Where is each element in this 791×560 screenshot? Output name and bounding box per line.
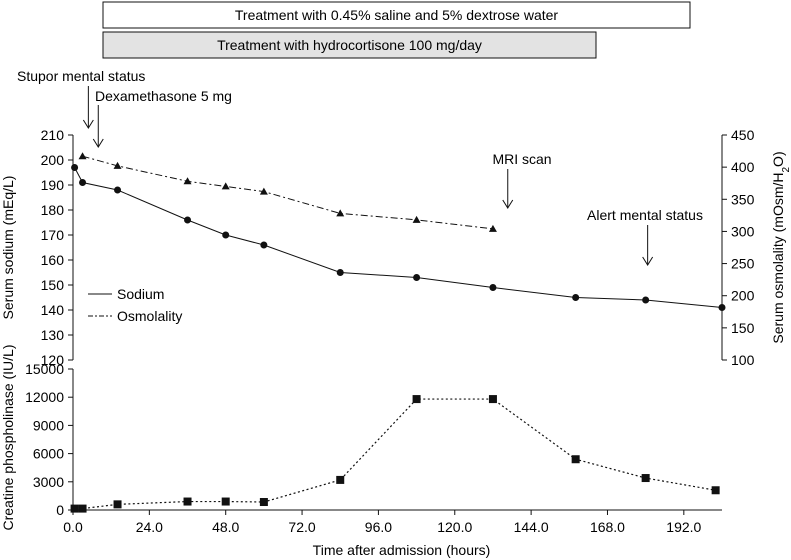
- annotation-stupor: Stupor mental status: [17, 68, 145, 84]
- creatine-phospholinase-chart: 0 3000 6000 9000 12000 15000 0.0 24.0 48.0 72.0 96…: [0, 345, 722, 558]
- ck-point: [571, 455, 580, 464]
- sodium-point: [222, 231, 230, 239]
- osmolality-point: [113, 161, 122, 169]
- bottom-y-tick-label: 6000: [33, 446, 64, 462]
- x-tick-label: 144.0: [514, 519, 549, 535]
- bottom-y-tick-label: 9000: [33, 417, 64, 433]
- sodium-point: [718, 304, 726, 311]
- x-tick-label: 24.0: [136, 519, 163, 535]
- x-tick-label: 0.0: [63, 519, 83, 535]
- treatment-label: Treatment with 0.45% saline and 5% dextr…: [235, 7, 559, 23]
- x-tick-label: 48.0: [212, 519, 239, 535]
- right-tick-label: 350: [731, 191, 755, 207]
- ck-point: [641, 474, 650, 483]
- bottom-y-axis-label: Creatine phospholinase (IU/L): [0, 345, 16, 531]
- right-tick-label: 200: [731, 288, 755, 304]
- osmolality-point: [336, 209, 345, 217]
- event-annotations: Stupor mental status Dexamethasone 5 mg MR…: [17, 68, 703, 266]
- x-tick-label: 120.0: [437, 519, 472, 535]
- sodium-point: [71, 164, 79, 171]
- ck-point: [412, 395, 421, 404]
- annotation-dexamethasone: Dexamethasone 5 mg: [95, 88, 232, 104]
- sodium-point: [260, 241, 268, 249]
- ck-point: [113, 500, 122, 509]
- treatment-label: Treatment with hydrocortisone 100 mg/day: [217, 37, 482, 53]
- top-y2-axis-label: Serum osmolality (mOsm/H2O): [770, 151, 791, 343]
- arrow-mri-head: [502, 199, 514, 209]
- left-tick-label: 180: [41, 202, 65, 218]
- ck-point: [488, 395, 497, 404]
- sodium-point: [184, 216, 192, 224]
- sodium-point: [572, 294, 580, 301]
- right-tick-label: 450: [731, 127, 755, 143]
- sodium-point: [79, 179, 87, 186]
- x-tick-label: 72.0: [288, 519, 315, 535]
- left-tick-label: 210: [41, 127, 65, 143]
- annotation-mri: MRI scan: [492, 151, 551, 167]
- x-tick-label: 192.0: [666, 519, 701, 535]
- sodium-osmolality-chart: 120 130 140 150 160 170 180 190 200 210 100 150 200 2…: [0, 127, 791, 368]
- bottom-y-tick-label: 3000: [33, 474, 64, 490]
- ck-line: [74, 398, 716, 510]
- y2-label-part: Serum osmolality (mOsm/H: [770, 172, 786, 343]
- ck-point: [221, 497, 230, 506]
- left-tick-label: 190: [41, 177, 65, 193]
- right-tick-label: 250: [731, 256, 755, 272]
- bottom-y-tick-label: 0: [56, 502, 64, 518]
- left-tick-label: 200: [41, 152, 65, 168]
- osmolality-point: [221, 182, 230, 190]
- sodium-point: [413, 274, 421, 281]
- y2-label-part: O): [770, 151, 786, 167]
- right-tick-label: 100: [731, 352, 755, 368]
- bottom-y-tick-label: 15000: [25, 361, 64, 377]
- x-tick-label: 96.0: [365, 519, 392, 535]
- sodium-point: [336, 269, 344, 276]
- treatment-bar: [102, 31, 597, 59]
- ck-point: [711, 486, 720, 495]
- sodium-point: [489, 284, 497, 291]
- ck-point: [183, 497, 192, 506]
- osmolality-point: [259, 187, 268, 195]
- right-tick-label: 300: [731, 223, 755, 239]
- left-tick-label: 130: [41, 327, 65, 343]
- ck-point: [70, 504, 79, 513]
- treatment-bars: Treatment with 0.45% saline and 5% dextr…: [102, 1, 691, 59]
- osmolality-point: [488, 224, 497, 232]
- right-tick-label: 150: [731, 320, 755, 336]
- legend-entry: Osmolality: [117, 308, 182, 324]
- legend: Sodium Osmolality: [88, 286, 182, 324]
- sodium-point: [642, 296, 650, 304]
- ck-point: [336, 475, 345, 484]
- treatment-bar: [102, 1, 691, 29]
- osmolality-point: [78, 152, 87, 160]
- annotation-alert: Alert mental status: [587, 207, 703, 223]
- ck-point: [259, 498, 268, 507]
- left-tick-label: 150: [41, 277, 65, 293]
- x-axis-label: Time after admission (hours): [313, 542, 491, 558]
- left-tick-label: 140: [41, 302, 65, 318]
- left-tick-label: 170: [41, 227, 65, 243]
- top-y-axis-label: Serum sodium (mEq/L): [0, 176, 16, 320]
- series-line: [74, 167, 723, 308]
- y2-label-sub: 2: [781, 166, 791, 172]
- osmolality-point: [412, 215, 421, 223]
- ck-point: [78, 504, 87, 513]
- legend-entry: Sodium: [117, 286, 164, 302]
- arrow-dexamethasone-head: [92, 138, 104, 148]
- left-tick-label: 120: [41, 352, 65, 368]
- right-tick-label: 400: [731, 159, 755, 175]
- sodium-point: [114, 186, 122, 194]
- bottom-y-tick-label: 12000: [25, 389, 64, 405]
- arrow-alert-head: [642, 256, 654, 266]
- x-tick-label: 168.0: [590, 519, 625, 535]
- arrow-stupor-head: [82, 119, 94, 129]
- left-tick-label: 160: [41, 252, 65, 268]
- series-line: [82, 155, 493, 230]
- osmolality-point: [183, 177, 192, 185]
